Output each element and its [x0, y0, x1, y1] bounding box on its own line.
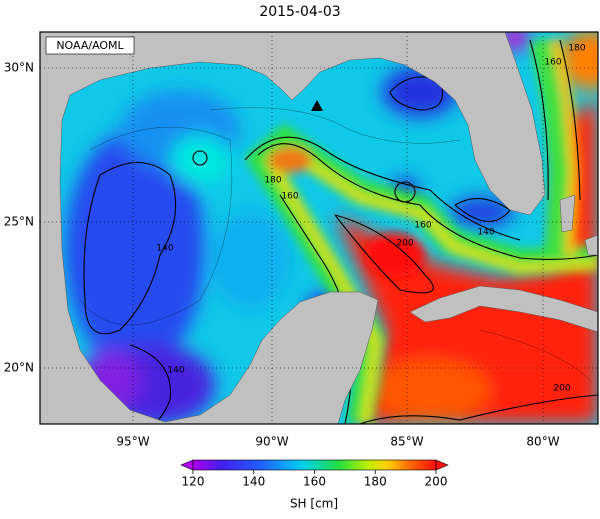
lon-label: 80°W	[526, 435, 559, 449]
contour-label: 180	[264, 176, 281, 186]
credit: NOAA/AOML	[56, 39, 124, 52]
contour-label: 140	[167, 366, 184, 376]
contour-label: 200	[396, 239, 413, 249]
colorbar	[180, 459, 449, 471]
lon-label: 95°W	[116, 435, 149, 449]
lat-label: 25°N	[4, 215, 34, 229]
minor-contours	[79, 107, 591, 381]
islands	[559, 194, 598, 256]
lon-label: 90°W	[255, 435, 288, 449]
colorbar-tick-label: 120	[182, 475, 205, 489]
contour-label: 160	[414, 221, 431, 231]
map-frame	[39, 31, 599, 425]
map-title: 2015-04-03	[259, 4, 340, 20]
land	[40, 32, 546, 424]
contour-label: 200	[553, 384, 570, 394]
colorbar-tick-label: 160	[303, 475, 326, 489]
cuba	[409, 285, 598, 333]
colorbar-tick-label: 180	[364, 475, 387, 489]
colorbar-tick-label: 140	[242, 475, 265, 489]
lat-label: 20°N	[4, 361, 34, 375]
contour-labels: 180 160 180 160 140 200 160 140 140 200	[156, 44, 585, 394]
station-marker	[311, 100, 323, 111]
contour-label: 160	[281, 192, 298, 202]
lat-label: 30°N	[4, 61, 34, 75]
colorbar-label: SH [cm]	[290, 497, 338, 511]
colorbar-tick-label: 200	[425, 475, 448, 489]
graticule	[40, 32, 598, 424]
contour-label: 160	[544, 58, 561, 68]
lon-label: 85°W	[390, 435, 423, 449]
credit-box	[45, 36, 135, 55]
contour-label: 140	[156, 244, 173, 254]
contour-label: 140	[477, 228, 494, 238]
sea-height-field	[40, 32, 598, 424]
contour-label: 180	[568, 44, 585, 54]
